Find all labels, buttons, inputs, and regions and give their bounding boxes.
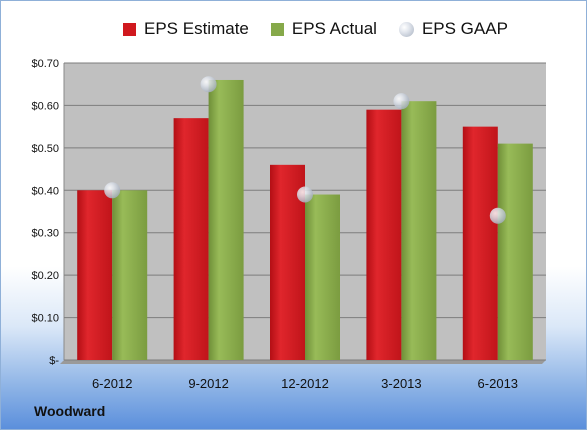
y-tick-label: $0.40 — [31, 185, 59, 197]
x-tick-label: 12-2012 — [281, 376, 329, 391]
legend-swatch-eps-actual — [270, 22, 284, 36]
bar-eps-actual — [208, 79, 244, 360]
legend-label-eps-actual: EPS Actual — [291, 19, 377, 38]
plot-floor — [60, 360, 546, 364]
legend: EPS Estimate EPS Actual EPS GAAP — [123, 17, 530, 41]
y-tick-label: $0.70 — [31, 58, 59, 70]
legend-swatch-eps-estimate — [123, 22, 136, 36]
marker-eps-gaap — [297, 186, 313, 203]
legend-item-eps-actual: EPS Actual — [270, 19, 377, 39]
x-tick-label: 6-2012 — [92, 376, 132, 391]
marker-eps-gaap — [489, 207, 506, 224]
x-tick-label: 3-2013 — [381, 376, 421, 391]
y-tick-label: $- — [49, 355, 59, 367]
bar-eps-actual — [305, 194, 340, 360]
marker-eps-gaap — [393, 93, 410, 110]
x-tick-label: 6-2013 — [478, 376, 518, 391]
bar-eps-actual — [497, 143, 533, 360]
marker-eps-gaap — [200, 76, 217, 93]
bar-eps-estimate — [173, 118, 209, 361]
y-tick-label: $0.50 — [31, 143, 59, 155]
bar-eps-actual — [112, 190, 148, 360]
marker-eps-gaap — [104, 182, 121, 199]
legend-label-eps-gaap: EPS GAAP — [421, 19, 508, 38]
y-tick-label: $0.30 — [31, 228, 59, 240]
x-tick-label: 9-2012 — [188, 376, 228, 391]
y-tick-label: $0.20 — [31, 270, 59, 282]
company-name: Woodward — [34, 403, 106, 419]
bar-eps-actual — [401, 101, 437, 360]
bar-eps-estimate — [366, 109, 402, 361]
y-tick-label: $0.60 — [31, 100, 59, 112]
legend-marker-eps-gaap — [398, 21, 414, 37]
bar-eps-estimate — [77, 190, 113, 360]
chart-plot-svg: $- $0.10 $0.20 $0.30 $0.40 $0.50 $0.60 $0.70 6-2… — [31, 58, 546, 391]
bar-eps-estimate — [462, 126, 498, 361]
legend-item-eps-estimate: EPS Estimate — [123, 19, 249, 39]
y-tick-label: $0.10 — [31, 313, 59, 325]
legend-label-eps-estimate: EPS Estimate — [144, 19, 249, 38]
legend-item-eps-gaap: EPS GAAP — [398, 19, 508, 39]
